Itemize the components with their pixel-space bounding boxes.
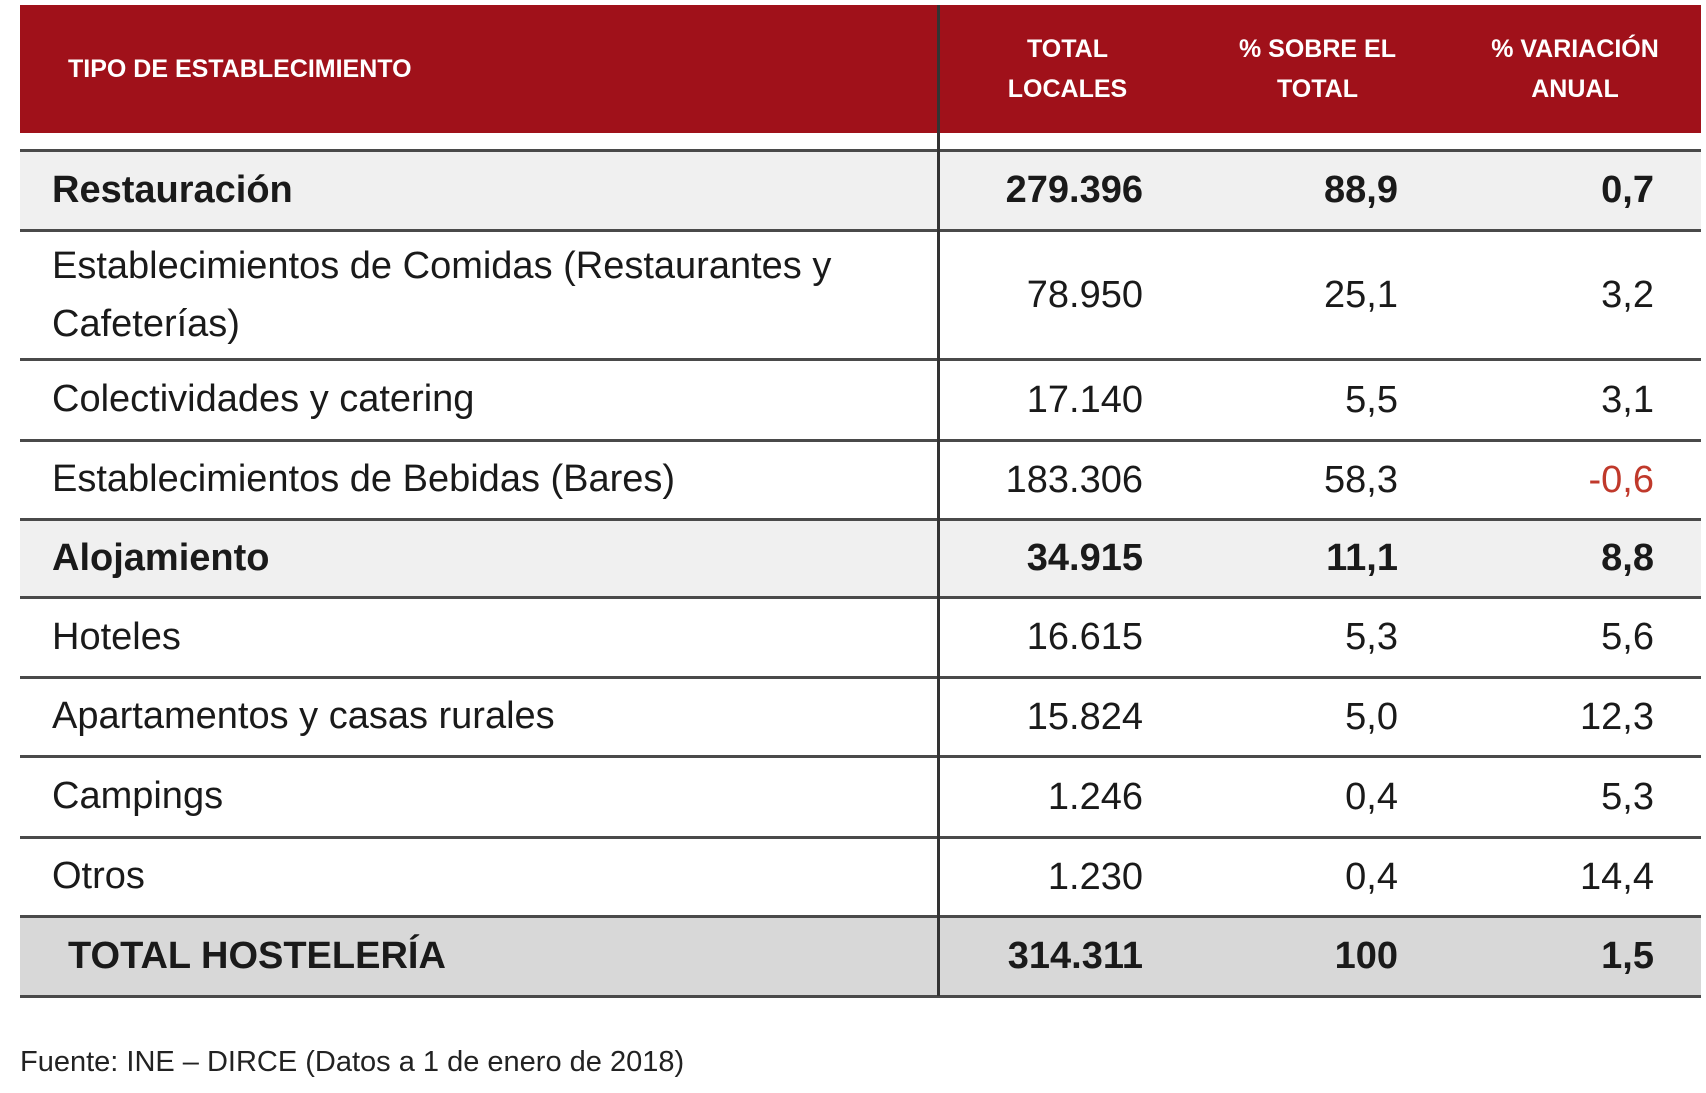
value-cell: 3,1 bbox=[1601, 378, 1654, 421]
value-cell: 14,4 bbox=[1580, 855, 1654, 898]
row-line bbox=[20, 836, 1701, 839]
value-cell: 3,2 bbox=[1601, 273, 1654, 316]
value-cell: 279.396 bbox=[1005, 169, 1143, 211]
header-cell: TOTAL LOCALES bbox=[1007, 35, 1128, 103]
value-cell: 314.311 bbox=[1007, 935, 1143, 977]
header-band bbox=[20, 5, 1701, 133]
value-cell: 0,4 bbox=[1345, 855, 1398, 898]
value-cell: 78.950 bbox=[1026, 273, 1143, 316]
value-cell: 5,3 bbox=[1345, 616, 1398, 658]
value-cell: 5,5 bbox=[1345, 378, 1398, 421]
value-cell: 58,3 bbox=[1324, 458, 1398, 501]
label-cell: Otros bbox=[52, 855, 145, 897]
row-line bbox=[20, 596, 1701, 599]
value-cell: 5,6 bbox=[1601, 616, 1654, 658]
value-cell: 88,9 bbox=[1324, 169, 1398, 211]
label-cell: Colectividades y catering bbox=[52, 378, 475, 420]
row-line bbox=[20, 439, 1701, 442]
value-cell: -0,6 bbox=[1588, 458, 1654, 501]
value-cell: 1.230 bbox=[1047, 855, 1143, 898]
label-cell: Establecimientos de Comidas (Restaurante… bbox=[52, 244, 832, 345]
value-cell: 15.824 bbox=[1026, 695, 1143, 738]
row-line bbox=[20, 518, 1701, 521]
value-cell: 5,3 bbox=[1601, 775, 1654, 818]
row-line bbox=[20, 995, 1701, 998]
header-cell: % VARIACIÓN ANUAL bbox=[1491, 35, 1659, 103]
value-cell: 5,0 bbox=[1345, 695, 1398, 738]
row-line bbox=[20, 149, 1701, 152]
value-cell: 16.615 bbox=[1026, 616, 1143, 658]
header-cell: % SOBRE EL TOTAL bbox=[1239, 35, 1396, 103]
row-line bbox=[20, 229, 1701, 232]
row-background bbox=[20, 519, 1701, 597]
row-line bbox=[20, 915, 1701, 918]
row-background bbox=[20, 916, 1701, 996]
header-cell: TIPO DE ESTABLECIMIENTO bbox=[68, 55, 412, 83]
value-cell: 1,5 bbox=[1601, 935, 1654, 977]
value-cell: 8,8 bbox=[1601, 537, 1654, 579]
value-cell: 34.915 bbox=[1026, 537, 1143, 579]
row-line bbox=[20, 676, 1701, 679]
label-cell: Restauración bbox=[52, 169, 293, 211]
row-background bbox=[20, 150, 1701, 230]
label-cell: Campings bbox=[52, 775, 224, 817]
value-cell: 0,7 bbox=[1601, 169, 1654, 211]
value-cell: 12,3 bbox=[1580, 695, 1654, 738]
row-line bbox=[20, 755, 1701, 758]
label-cell: Apartamentos y casas rurales bbox=[52, 695, 555, 737]
label-cell: Hoteles bbox=[52, 616, 181, 658]
value-cell: 17.140 bbox=[1026, 378, 1143, 421]
row-line bbox=[20, 358, 1701, 361]
value-cell: 183.306 bbox=[1005, 458, 1143, 501]
value-cell: 25,1 bbox=[1324, 273, 1398, 316]
source-note: Fuente: INE – DIRCE (Datos a 1 de enero … bbox=[20, 1046, 685, 1078]
value-cell: 1.246 bbox=[1047, 775, 1143, 818]
value-cell: 100 bbox=[1334, 935, 1398, 977]
label-cell: TOTAL HOSTELERÍA bbox=[68, 935, 446, 977]
value-cell: 11,1 bbox=[1326, 537, 1398, 579]
column-line bbox=[937, 5, 940, 996]
value-cell: 0,4 bbox=[1345, 775, 1398, 818]
label-cell: Alojamiento bbox=[52, 537, 270, 579]
label-cell: Establecimientos de Bebidas (Bares) bbox=[52, 458, 676, 500]
